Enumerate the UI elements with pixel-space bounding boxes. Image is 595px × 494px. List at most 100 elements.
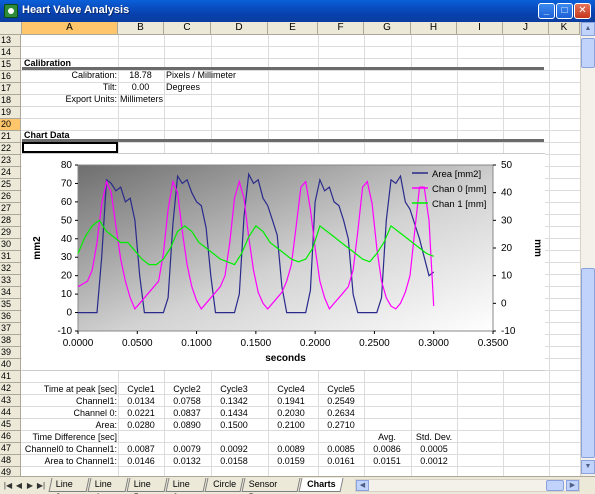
row-header-25[interactable]: 25: [0, 179, 21, 191]
row-header-44[interactable]: 44: [0, 407, 21, 419]
row-header-18[interactable]: 18: [0, 95, 21, 107]
last-sheet-icon[interactable]: ▶|: [36, 481, 46, 490]
export-units-value[interactable]: Millimeters: [120, 94, 164, 104]
sheet-tab-line-4[interactable]: Line 4: [87, 478, 129, 494]
channel0-cell[interactable]: 0.0221: [127, 408, 155, 418]
cycle-header-cell[interactable]: Cycle4: [277, 384, 305, 394]
cycle-header-cell[interactable]: Cycle1: [127, 384, 155, 394]
area-cell[interactable]: 0.0280: [127, 420, 155, 430]
scroll-up-button[interactable]: ▲: [581, 22, 595, 36]
column-header-i[interactable]: I: [457, 22, 503, 35]
row-header-30[interactable]: 30: [0, 239, 21, 251]
ch0-to-ch1-cell[interactable]: 0.0089: [277, 444, 305, 454]
scroll-thumb[interactable]: [581, 38, 595, 68]
row-header-39[interactable]: 39: [0, 347, 21, 359]
column-header-a[interactable]: A: [22, 22, 118, 35]
area-to-ch1-cell[interactable]: 0.0158: [220, 456, 248, 466]
column-header-h[interactable]: H: [411, 22, 457, 35]
row-header-27[interactable]: 27: [0, 203, 21, 215]
sheet-tab-line-6[interactable]: Line 6: [165, 478, 207, 494]
row-header-41[interactable]: 41: [0, 371, 21, 383]
ch0-to-ch1-cell[interactable]: 0.0079: [173, 444, 201, 454]
ch0-to-ch1-cell[interactable]: 0.0085: [327, 444, 355, 454]
row-header-22[interactable]: 22: [0, 143, 21, 155]
row-header-47[interactable]: 47: [0, 443, 21, 455]
channel0-cell[interactable]: 0.0837: [173, 408, 201, 418]
scroll-track-region[interactable]: [581, 268, 595, 458]
area-cell[interactable]: 0.2710: [327, 420, 355, 430]
area-to-ch1-cell[interactable]: 0.0146: [127, 456, 155, 466]
select-all-corner[interactable]: [0, 22, 22, 35]
area-to-ch1-cell[interactable]: 0.0132: [173, 456, 201, 466]
ch0-to-ch1-std[interactable]: 0.0005: [420, 444, 448, 454]
row-header-15[interactable]: 15: [0, 59, 21, 71]
chart[interactable]: 80 70 60 50 40 30 20 10 0 -10 50 40 30 20 10 0 -10 0.0000…: [22, 153, 545, 371]
row-header-21[interactable]: 21: [0, 131, 21, 143]
row-header-23[interactable]: 23: [0, 155, 21, 167]
cycle-header-cell[interactable]: Cycle5: [327, 384, 355, 394]
minimize-button[interactable]: _: [538, 3, 555, 19]
column-header-e[interactable]: E: [268, 22, 318, 35]
maximize-button[interactable]: □: [556, 3, 573, 19]
sheet-tab-line-5[interactable]: Line 5: [126, 478, 168, 494]
row-header-28[interactable]: 28: [0, 215, 21, 227]
channel0-cell[interactable]: 0.2030: [277, 408, 305, 418]
channel0-cell[interactable]: 0.1434: [220, 408, 248, 418]
first-sheet-icon[interactable]: |◀: [3, 481, 13, 490]
row-header-37[interactable]: 37: [0, 323, 21, 335]
close-button[interactable]: ✕: [574, 3, 591, 19]
area-cell[interactable]: 0.2100: [277, 420, 305, 430]
row-header-33[interactable]: 33: [0, 275, 21, 287]
calibration-value[interactable]: 18.78: [129, 70, 152, 80]
area-cell[interactable]: 0.1500: [220, 420, 248, 430]
area-to-ch1-cell[interactable]: 0.0159: [277, 456, 305, 466]
channel1-cell[interactable]: 0.0758: [173, 396, 201, 406]
row-header-35[interactable]: 35: [0, 299, 21, 311]
sheet-tab-sensor-data[interactable]: Sensor Data: [241, 478, 301, 494]
channel1-cell[interactable]: 0.2549: [327, 396, 355, 406]
column-header-d[interactable]: D: [211, 22, 268, 35]
row-header-14[interactable]: 14: [0, 47, 21, 59]
area-to-ch1-cell[interactable]: 0.0161: [327, 456, 355, 466]
row-header-26[interactable]: 26: [0, 191, 21, 203]
row-header-42[interactable]: 42: [0, 383, 21, 395]
sheet-tab-circle[interactable]: Circle: [204, 478, 244, 492]
row-header-45[interactable]: 45: [0, 419, 21, 431]
cycle-header-cell[interactable]: Cycle3: [220, 384, 248, 394]
row-header-31[interactable]: 31: [0, 251, 21, 263]
prev-sheet-icon[interactable]: ◀: [15, 481, 23, 490]
row-header-29[interactable]: 29: [0, 227, 21, 239]
column-header-k[interactable]: K: [549, 22, 580, 35]
area-cell[interactable]: 0.0890: [173, 420, 201, 430]
channel1-cell[interactable]: 0.1342: [220, 396, 248, 406]
horizontal-scrollbar[interactable]: ◀ ▶: [355, 479, 580, 492]
scroll-left-button[interactable]: ◀: [356, 480, 369, 491]
row-header-20[interactable]: 20: [0, 119, 21, 131]
row-header-16[interactable]: 16: [0, 71, 21, 83]
channel1-cell[interactable]: 0.1941: [277, 396, 305, 406]
column-header-c[interactable]: C: [164, 22, 211, 35]
active-cell[interactable]: [22, 142, 118, 153]
sheet-tab-line-3[interactable]: Line 3: [48, 478, 90, 494]
area-to-ch1-std[interactable]: 0.0012: [420, 456, 448, 466]
row-header-46[interactable]: 46: [0, 431, 21, 443]
column-header-f[interactable]: F: [318, 22, 364, 35]
ch0-to-ch1-cell[interactable]: 0.0087: [127, 444, 155, 454]
ch0-to-ch1-avg[interactable]: 0.0086: [373, 444, 401, 454]
row-header-40[interactable]: 40: [0, 359, 21, 371]
cycle-header-cell[interactable]: Cycle2: [173, 384, 201, 394]
row-header-43[interactable]: 43: [0, 395, 21, 407]
channel0-cell[interactable]: 0.2634: [327, 408, 355, 418]
row-header-32[interactable]: 32: [0, 263, 21, 275]
sheet-tab-charts[interactable]: Charts: [298, 478, 344, 492]
row-header-49[interactable]: 49: [0, 467, 21, 476]
channel1-cell[interactable]: 0.0134: [127, 396, 155, 406]
scroll-right-button[interactable]: ▶: [566, 480, 579, 491]
row-header-24[interactable]: 24: [0, 167, 21, 179]
vertical-scrollbar[interactable]: ▲ ▼: [580, 22, 595, 476]
row-header-48[interactable]: 48: [0, 455, 21, 467]
row-header-13[interactable]: 13: [0, 35, 21, 47]
area-to-ch1-avg[interactable]: 0.0151: [373, 456, 401, 466]
row-header-17[interactable]: 17: [0, 83, 21, 95]
